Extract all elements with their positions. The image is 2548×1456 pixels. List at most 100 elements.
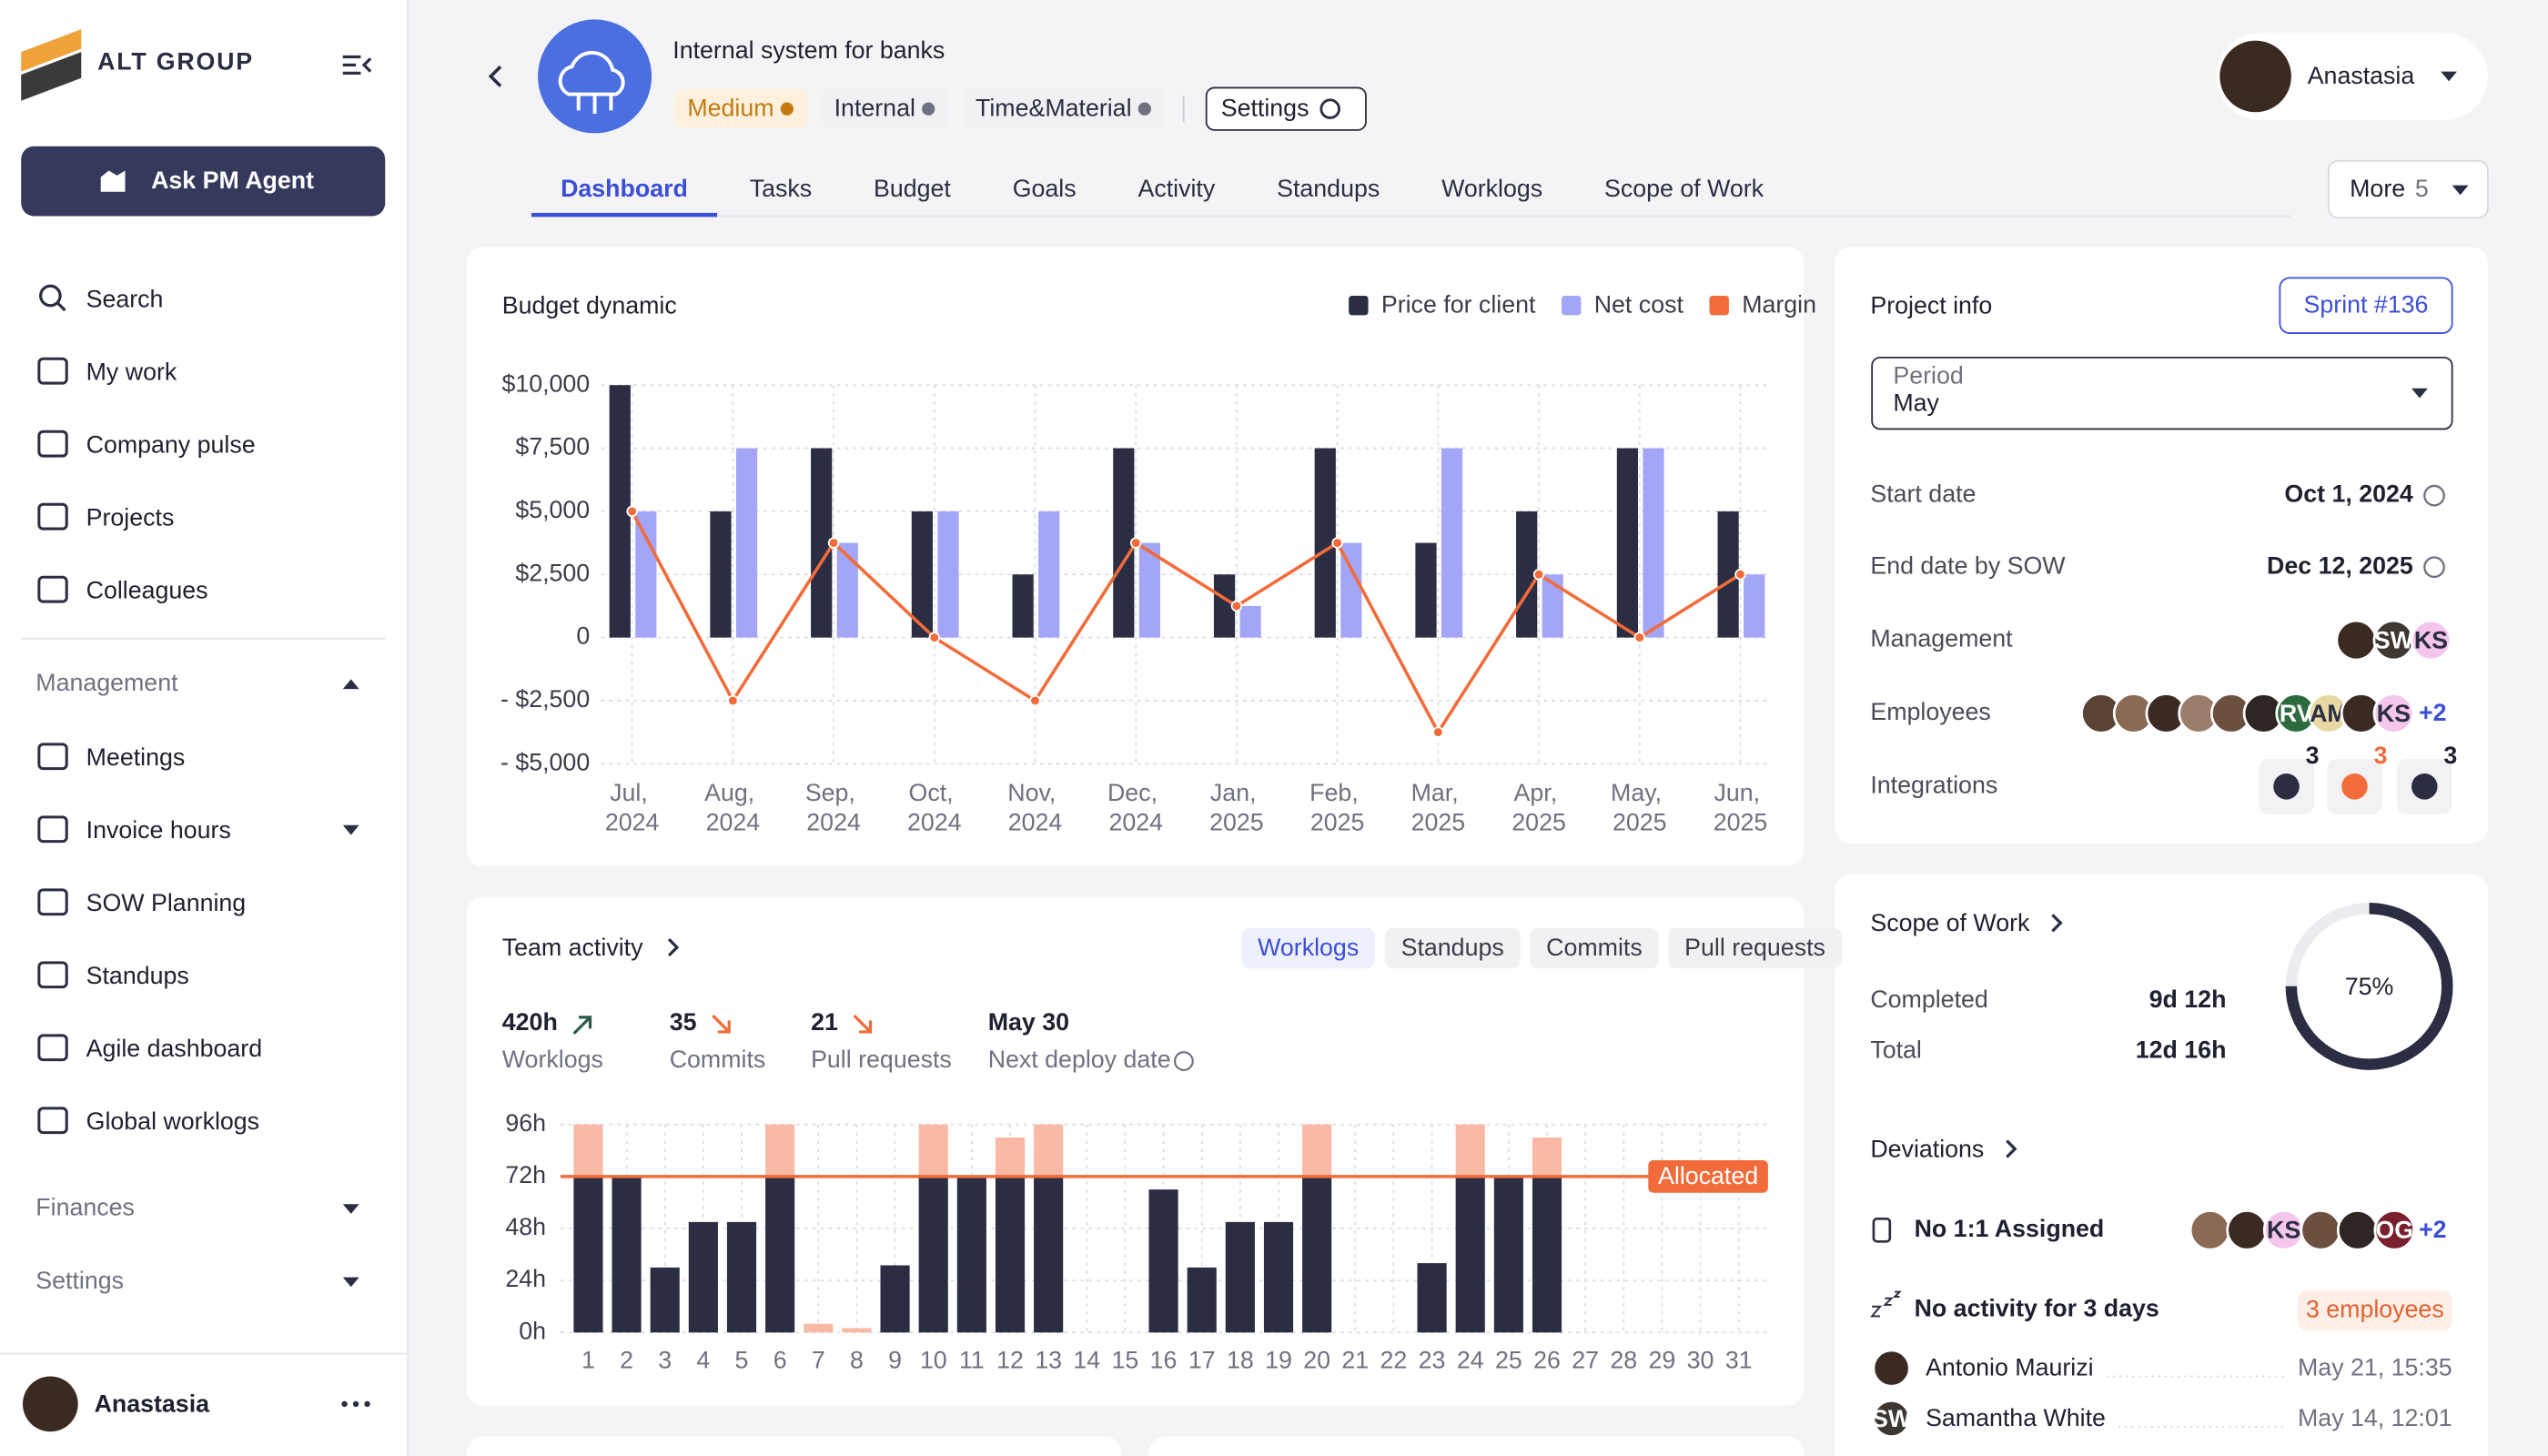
- tab[interactable]: Worklogs: [1441, 175, 1542, 202]
- avatar-photo: [2336, 1209, 2379, 1251]
- filter-chip[interactable]: Standups: [1384, 927, 1521, 969]
- bar: [1455, 1124, 1485, 1177]
- trend-down: [853, 1014, 873, 1034]
- bar: [1034, 1124, 1064, 1177]
- x-tick-label: 22: [1380, 1347, 1408, 1374]
- tab[interactable]: Standups: [1277, 175, 1380, 202]
- nav-item[interactable]: Search: [39, 284, 164, 312]
- icon: [37, 961, 68, 989]
- bar: [1034, 1176, 1064, 1333]
- period-label: Period: [1893, 361, 1963, 389]
- badge-bg: [2298, 1289, 2452, 1331]
- y-tick-label: 72h: [505, 1161, 546, 1188]
- integration-count: 3: [2443, 742, 2457, 769]
- tab[interactable]: Goals: [1013, 175, 1077, 202]
- info-value: Dec 12, 2025: [2267, 551, 2413, 579]
- badge-label: 3 employees: [2306, 1295, 2444, 1322]
- chevron[interactable]: [2006, 1139, 2017, 1158]
- agent-button[interactable]: Ask PM Agent: [21, 146, 386, 217]
- avatar-initials: KS: [2377, 700, 2411, 727]
- bar: [1455, 1176, 1485, 1333]
- nav-item[interactable]: Global worklogs: [37, 1107, 259, 1135]
- gauge-arc: [2285, 902, 2453, 1070]
- settings-button[interactable]: Settings: [1205, 86, 1367, 131]
- nav-item[interactable]: Agile dashboard: [37, 1034, 262, 1062]
- integration[interactable]: 3: [2327, 742, 2388, 814]
- margin-line: [631, 511, 1742, 736]
- tab[interactable]: Scope of Work: [1604, 175, 1764, 202]
- integration[interactable]: 3: [2259, 742, 2320, 814]
- nav-label: Agile dashboard: [86, 1035, 262, 1062]
- section-header[interactable]: Management: [35, 669, 359, 696]
- section-header[interactable]: Settings: [35, 1267, 359, 1294]
- nav-item[interactable]: Meetings: [37, 743, 185, 771]
- integration-glyph: [2412, 774, 2438, 800]
- icon: [37, 743, 68, 771]
- filter-bg: [1668, 927, 1842, 969]
- x-tick-label: 15: [1112, 1347, 1139, 1374]
- card: [466, 1436, 1122, 1456]
- legend-label: Margin: [1742, 291, 1816, 318]
- icon: [37, 1034, 68, 1062]
- nav-item[interactable]: Colleagues: [37, 575, 208, 603]
- nav-label: Search: [86, 285, 164, 312]
- bar: [1493, 1176, 1523, 1333]
- filter-bg: [1384, 927, 1521, 969]
- sidebar-user[interactable]: Anastasia: [23, 1376, 370, 1432]
- user-avatar: [23, 1376, 78, 1432]
- sleep-icon: [1870, 1290, 1902, 1318]
- x-tick-line: Jun,: [1714, 779, 1766, 806]
- nav-item[interactable]: Projects: [37, 502, 174, 531]
- sprint-button[interactable]: Sprint #136: [2279, 277, 2453, 334]
- nav-item[interactable]: SOW Planning: [37, 888, 246, 916]
- filter-label: Pull requests: [1684, 934, 1825, 961]
- tab[interactable]: Tasks: [750, 175, 812, 202]
- nav-label: Invoice hours: [86, 816, 231, 844]
- nav-item[interactable]: Company pulse: [37, 430, 256, 458]
- bar: [1187, 1267, 1217, 1333]
- chevron[interactable]: [667, 938, 680, 957]
- bar: [836, 542, 858, 638]
- menu-toggle[interactable]: [342, 55, 372, 75]
- tab-label: Goals: [1013, 175, 1077, 202]
- nav-item[interactable]: Invoice hours: [37, 815, 359, 844]
- section-header[interactable]: Finances: [35, 1194, 359, 1221]
- legend-label: Price for client: [1381, 291, 1536, 318]
- x-tick-label: 14: [1073, 1347, 1100, 1374]
- nav-item[interactable]: My work: [37, 357, 177, 385]
- bar: [804, 1323, 834, 1333]
- x-tick-label: Jun, 2025: [1714, 779, 1768, 835]
- bar: [1225, 1221, 1255, 1333]
- filter-chip[interactable]: Worklogs: [1241, 927, 1376, 969]
- x-tick-label: 18: [1227, 1347, 1254, 1374]
- info-label: End date by SOW: [1870, 551, 2066, 579]
- tab[interactable]: Dashboard: [531, 175, 718, 217]
- x-tick-label: 28: [1610, 1347, 1637, 1374]
- search-icon: [39, 284, 62, 308]
- x-tick-label: 7: [812, 1347, 825, 1374]
- person-name: Antonio Maurizi: [1926, 1354, 2093, 1381]
- user-menu[interactable]: Anastasia: [2216, 32, 2488, 121]
- bar: [1239, 605, 1261, 638]
- icon: [37, 575, 68, 603]
- info-label: Management: [1870, 625, 2013, 652]
- tab[interactable]: Budget: [874, 175, 951, 202]
- margin-point: [928, 632, 941, 643]
- nav-item[interactable]: Standups: [37, 961, 189, 989]
- tab[interactable]: Activity: [1138, 175, 1215, 202]
- chevron[interactable]: [2051, 914, 2063, 933]
- tab-label: Worklogs: [1441, 175, 1542, 202]
- bar: [1138, 542, 1160, 638]
- filter-chip[interactable]: Commits: [1530, 927, 1659, 969]
- filter-chip[interactable]: Pull requests: [1668, 927, 1842, 969]
- bar: [1532, 1176, 1562, 1333]
- more-dot: [341, 1400, 348, 1408]
- back-button[interactable]: [488, 65, 502, 87]
- more-button[interactable]: More 5: [2328, 159, 2489, 219]
- tag-label: Medium: [687, 95, 774, 122]
- margin-point: [1432, 726, 1444, 738]
- integration[interactable]: 3: [2396, 742, 2457, 814]
- y-tick-label: $10,000: [501, 369, 590, 397]
- integration-glyph: [2341, 774, 2368, 800]
